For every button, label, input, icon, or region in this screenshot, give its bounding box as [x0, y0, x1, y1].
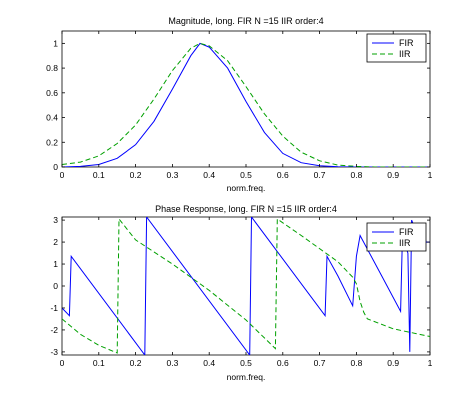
x-tick-label: 0.4: [203, 170, 215, 180]
x-tick-label: 0: [60, 358, 65, 368]
legend-box: [366, 33, 427, 63]
x-tick-label: 0.9: [387, 358, 399, 368]
y-tick-label: 1: [53, 259, 58, 269]
x-tick-label: 0.1: [93, 170, 105, 180]
y-tick-label: 0: [53, 162, 58, 172]
x-tick-label: 0.8: [350, 170, 362, 180]
x-tick-label: 0: [60, 170, 65, 180]
x-tick-label: 0.2: [130, 358, 142, 368]
x-tick-label: 0.5: [240, 358, 252, 368]
y-tick-label: 0.6: [46, 88, 58, 98]
y-tick-label: 0.8: [46, 63, 58, 73]
x-tick-label: 0.7: [314, 358, 326, 368]
x-tick-label: 0.5: [240, 170, 252, 180]
x-tick-label: 0.7: [314, 170, 326, 180]
x-tick-label: 0.8: [350, 358, 362, 368]
y-tick-label: 1: [53, 38, 58, 48]
y-tick-label: -3: [50, 347, 58, 357]
magnitude-plot: 0 0.1 0.2 0.3 0.4 0.5 0.6 0.7 0.8 0.9 1 0 0.2 0.4 0.6 0…: [46, 16, 432, 193]
x-axis-label: norm.freq.: [227, 372, 266, 382]
legend-box: [366, 222, 427, 252]
y-tick-label: 0.2: [46, 137, 58, 147]
chart-title: Magnitude, long. FIR N =15 IIR order:4: [168, 16, 323, 26]
y-tick-label: -2: [50, 325, 58, 335]
series-iir-line: [62, 217, 430, 354]
x-tick-label: 0.6: [277, 170, 289, 180]
x-tick-label: 0.3: [166, 358, 178, 368]
x-axis-label: norm.freq.: [227, 183, 266, 193]
legend-label-iir: IIR: [399, 49, 411, 59]
x-tick-label: 0.1: [93, 358, 105, 368]
legend-label-iir: IIR: [399, 238, 411, 248]
y-tick-label: -1: [50, 303, 58, 313]
y-tick-label: 2: [53, 237, 58, 247]
series-group: [62, 217, 430, 355]
series-iir-line: [62, 42, 430, 167]
x-tick-label: 0.2: [130, 170, 142, 180]
x-tick-label: 0.6: [277, 358, 289, 368]
series-group: [62, 42, 430, 167]
x-tick-label: 0.3: [166, 170, 178, 180]
y-tick-label: 0: [53, 281, 58, 291]
x-tick-label: 0.9: [387, 170, 399, 180]
x-tick-label: 0.4: [203, 358, 215, 368]
series-fir-line: [62, 42, 430, 167]
y-tick-label: 0.4: [46, 113, 58, 123]
chart-title: Phase Response, long. FIR N =15 IIR orde…: [155, 204, 337, 214]
x-tick-label: 1: [428, 358, 433, 368]
phase-plot: 0 0.1 0.2 0.3 0.4 0.5 0.6 0.7 0.8 0.9 1 -3 -2 -1 0 1 2 3 P…: [50, 204, 432, 382]
legend-label-fir: FIR: [399, 227, 414, 237]
y-tick-label: 3: [53, 215, 58, 225]
x-tick-label: 1: [428, 170, 433, 180]
legend-label-fir: FIR: [399, 38, 414, 48]
